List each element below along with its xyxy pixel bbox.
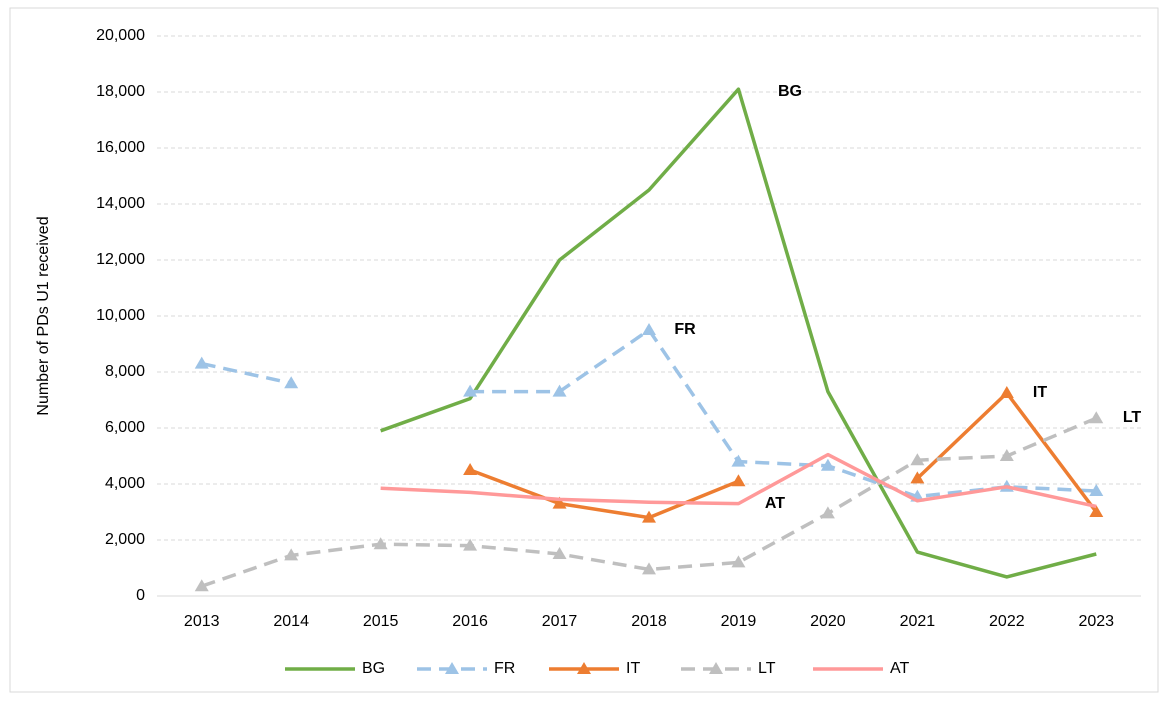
legend-marker [709,662,723,674]
marker [642,323,656,335]
y-tick-label: 4,000 [105,475,145,492]
legend-marker [445,662,459,674]
y-tick-label: 2,000 [105,531,145,548]
marker [642,562,656,575]
y-tick-label: 6,000 [105,419,145,436]
marker [463,538,478,551]
legend-label: LT [758,660,776,677]
y-tick-label: 12,000 [96,251,145,268]
x-tick-label: 2022 [989,613,1025,630]
marker [552,547,567,559]
y-axis-label: Number of PDs U1 received [35,216,52,415]
series-line [380,87,1097,579]
legend-label: BG [362,660,385,677]
series-line [201,416,1097,588]
legend-label: AT [890,660,909,677]
x-tick-label: 2013 [184,613,220,630]
marker [910,453,925,466]
y-tick-label: 14,000 [96,195,145,212]
marker [463,463,478,475]
marker [552,496,567,509]
legend-label: FR [494,660,515,677]
marker [820,506,835,519]
x-tick-label: 2023 [1078,613,1114,630]
marker [284,548,299,561]
y-tick-label: 0 [136,587,145,604]
x-tick-label: 2020 [810,613,846,630]
annotation: BG [778,83,802,100]
x-tick-label: 2018 [631,613,667,630]
y-tick-label: 16,000 [96,139,145,156]
x-tick-label: 2016 [452,613,488,630]
y-tick-label: 10,000 [96,307,145,324]
marker [731,555,746,568]
marker [284,376,299,389]
marker [552,384,567,397]
marker [820,458,835,471]
legend-label: IT [626,660,640,677]
marker [373,537,388,550]
marker [642,510,656,523]
y-tick-label: 20,000 [96,27,145,44]
marker [1089,484,1104,496]
marker [194,579,209,592]
x-tick-label: 2017 [542,613,578,630]
y-tick-label: 8,000 [105,363,145,380]
series-line [380,452,1097,509]
marker [194,356,209,369]
annotation: AT [765,495,785,512]
x-tick-label: 2021 [900,613,936,630]
x-tick-label: 2015 [363,613,399,630]
marker [731,474,746,487]
annotation: LT [1123,409,1142,426]
annotation: FR [674,321,696,338]
marker [1089,505,1104,517]
marker [1089,411,1104,424]
marker [910,471,925,484]
marker [731,454,746,467]
annotation: IT [1033,384,1047,401]
marker [999,449,1014,461]
y-tick-label: 18,000 [96,83,145,100]
marker [999,386,1014,398]
marker [463,384,478,397]
x-tick-label: 2014 [273,613,309,630]
legend-marker [577,662,591,674]
x-tick-label: 2019 [721,613,757,630]
chart-frame [9,7,1159,693]
